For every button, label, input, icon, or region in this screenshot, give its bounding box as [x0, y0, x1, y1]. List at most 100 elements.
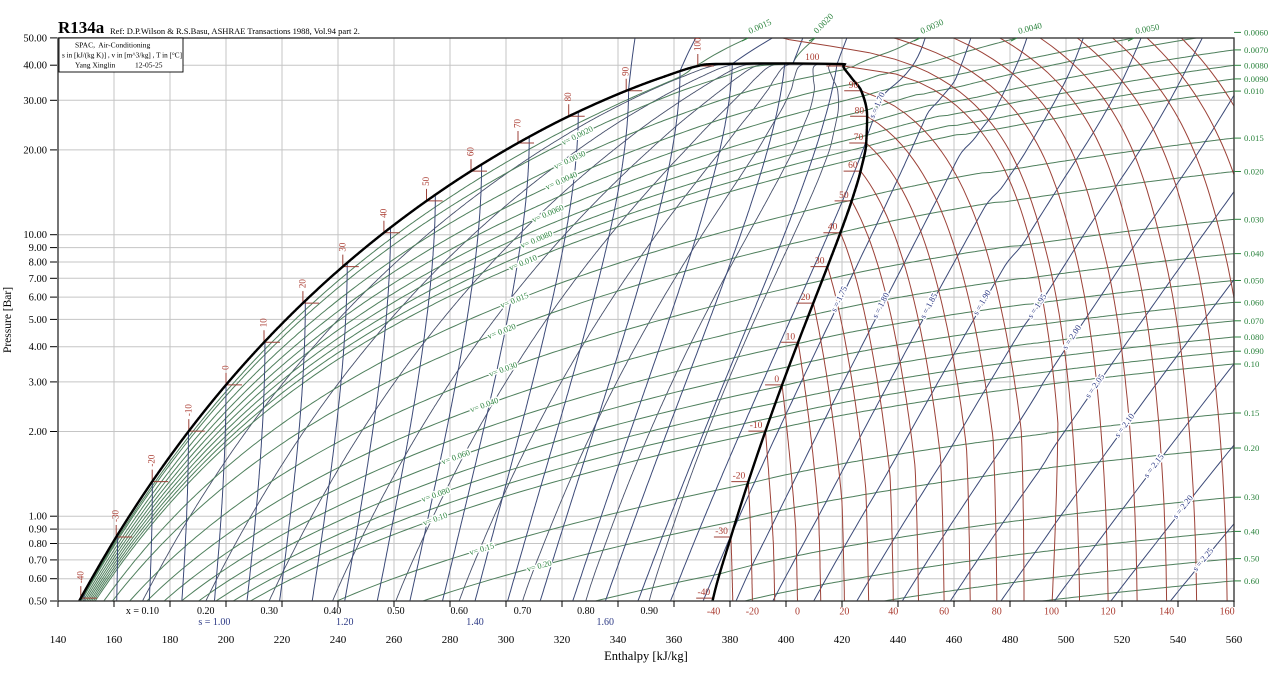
- svg-text:0.50: 0.50: [1244, 554, 1260, 564]
- svg-text:0.50: 0.50: [387, 606, 405, 617]
- svg-text:0.30: 0.30: [1244, 492, 1260, 502]
- svg-text:70: 70: [513, 119, 523, 129]
- svg-text:9.00: 9.00: [29, 243, 47, 254]
- svg-text:0.20: 0.20: [1244, 443, 1260, 453]
- svg-text:0.010: 0.010: [1244, 86, 1264, 96]
- svg-text:-10: -10: [183, 404, 193, 416]
- svg-text:12-05-25: 12-05-25: [135, 61, 163, 70]
- svg-text:10: 10: [259, 318, 269, 328]
- svg-text:0.70: 0.70: [29, 555, 47, 566]
- svg-text:0.0060: 0.0060: [1244, 27, 1269, 37]
- svg-text:220: 220: [274, 634, 291, 646]
- svg-text:0.020: 0.020: [1244, 167, 1264, 177]
- svg-text:Ref: D.P.Wilson & R.S.Basu, AS: Ref: D.P.Wilson & R.S.Basu, ASHRAE Trans…: [110, 26, 360, 36]
- svg-text:260: 260: [386, 634, 403, 646]
- svg-text:40: 40: [378, 208, 388, 218]
- svg-text:200: 200: [218, 634, 235, 646]
- svg-text:SPAC, Air-Conditioning: SPAC, Air-Conditioning: [75, 41, 150, 50]
- svg-text:0.60: 0.60: [450, 606, 468, 617]
- svg-text:-40: -40: [698, 588, 711, 598]
- svg-text:70: 70: [854, 133, 864, 143]
- svg-text:400: 400: [778, 634, 795, 646]
- svg-text:0.0070: 0.0070: [1244, 45, 1269, 55]
- svg-text:0: 0: [221, 365, 231, 370]
- svg-text:10: 10: [786, 332, 796, 342]
- svg-text:Enthalpy [kJ/kg]: Enthalpy [kJ/kg]: [604, 649, 688, 663]
- svg-text:0.90: 0.90: [640, 606, 658, 617]
- svg-text:20: 20: [297, 279, 307, 289]
- svg-text:50: 50: [839, 191, 849, 201]
- svg-text:1.20: 1.20: [336, 617, 354, 628]
- svg-text:-20: -20: [147, 454, 157, 466]
- svg-text:0.20: 0.20: [197, 606, 215, 617]
- svg-text:-40: -40: [75, 571, 85, 583]
- svg-text:1.00: 1.00: [29, 512, 47, 523]
- svg-text:320: 320: [554, 634, 571, 646]
- svg-text:240: 240: [330, 634, 347, 646]
- svg-text:-30: -30: [111, 510, 121, 522]
- svg-text:80: 80: [563, 92, 573, 102]
- svg-text:50: 50: [421, 176, 431, 186]
- svg-text:0.040: 0.040: [1244, 249, 1264, 259]
- svg-text:-20: -20: [733, 472, 746, 482]
- svg-text:-30: -30: [715, 527, 728, 537]
- svg-text:0.050: 0.050: [1244, 276, 1264, 286]
- svg-text:160: 160: [1220, 607, 1235, 618]
- svg-text:0.90: 0.90: [29, 525, 47, 536]
- svg-text:30: 30: [815, 257, 825, 267]
- svg-text:x = 0.10: x = 0.10: [126, 606, 159, 617]
- svg-text:90: 90: [621, 66, 631, 76]
- svg-text:0.030: 0.030: [1244, 214, 1264, 224]
- svg-text:140: 140: [50, 634, 67, 646]
- svg-text:40.00: 40.00: [23, 61, 47, 72]
- svg-text:0.10: 0.10: [1244, 359, 1260, 369]
- svg-text:120: 120: [1101, 607, 1116, 618]
- svg-text:0.40: 0.40: [324, 606, 342, 617]
- svg-text:460: 460: [946, 634, 963, 646]
- svg-text:0: 0: [795, 607, 800, 618]
- svg-text:0.070: 0.070: [1244, 316, 1264, 326]
- svg-text:420: 420: [834, 634, 851, 646]
- svg-text:500: 500: [1058, 634, 1075, 646]
- svg-text:480: 480: [1002, 634, 1019, 646]
- svg-text:0.70: 0.70: [514, 606, 532, 617]
- svg-text:2.00: 2.00: [29, 427, 47, 438]
- svg-text:30: 30: [337, 242, 347, 252]
- svg-text:0.50: 0.50: [29, 597, 47, 608]
- svg-text:0.30: 0.30: [260, 606, 278, 617]
- svg-text:60: 60: [848, 161, 858, 171]
- svg-text:0: 0: [774, 375, 779, 385]
- svg-text:7.00: 7.00: [29, 274, 47, 285]
- svg-text:0.0090: 0.0090: [1244, 74, 1269, 84]
- svg-text:60: 60: [466, 147, 476, 157]
- svg-text:-10: -10: [750, 421, 763, 431]
- svg-text:8.00: 8.00: [29, 258, 47, 269]
- svg-text:4.00: 4.00: [29, 342, 47, 353]
- svg-text:30.00: 30.00: [23, 96, 47, 107]
- svg-text:Yang Xinglin: Yang Xinglin: [75, 61, 116, 70]
- svg-text:40: 40: [828, 223, 838, 233]
- svg-text:50.00: 50.00: [23, 33, 47, 44]
- svg-text:0.060: 0.060: [1244, 297, 1264, 307]
- svg-text:0.15: 0.15: [1244, 408, 1260, 418]
- svg-text:360: 360: [666, 634, 683, 646]
- svg-text:0.60: 0.60: [29, 574, 47, 585]
- svg-text:R134a: R134a: [58, 18, 105, 37]
- svg-text:1.40: 1.40: [466, 617, 484, 628]
- svg-text:180: 180: [162, 634, 179, 646]
- svg-text:100: 100: [805, 53, 820, 63]
- svg-text:160: 160: [106, 634, 123, 646]
- svg-text:0.015: 0.015: [1244, 133, 1264, 143]
- svg-text:60: 60: [939, 607, 949, 618]
- svg-text:80: 80: [992, 607, 1002, 618]
- svg-text:440: 440: [890, 634, 907, 646]
- svg-text:0.60: 0.60: [1244, 576, 1260, 586]
- svg-text:20.00: 20.00: [23, 145, 47, 156]
- svg-text:20: 20: [801, 293, 811, 303]
- svg-text:Pressure [Bar]: Pressure [Bar]: [2, 287, 14, 353]
- svg-text:0.0080: 0.0080: [1244, 60, 1269, 70]
- svg-text:10.00: 10.00: [23, 230, 47, 241]
- svg-text:s in [kJ/(kg K)] , v in [m^3/k: s in [kJ/(kg K)] , v in [m^3/kg] , T in …: [62, 52, 182, 60]
- svg-text:340: 340: [610, 634, 627, 646]
- svg-text:-40: -40: [707, 607, 720, 618]
